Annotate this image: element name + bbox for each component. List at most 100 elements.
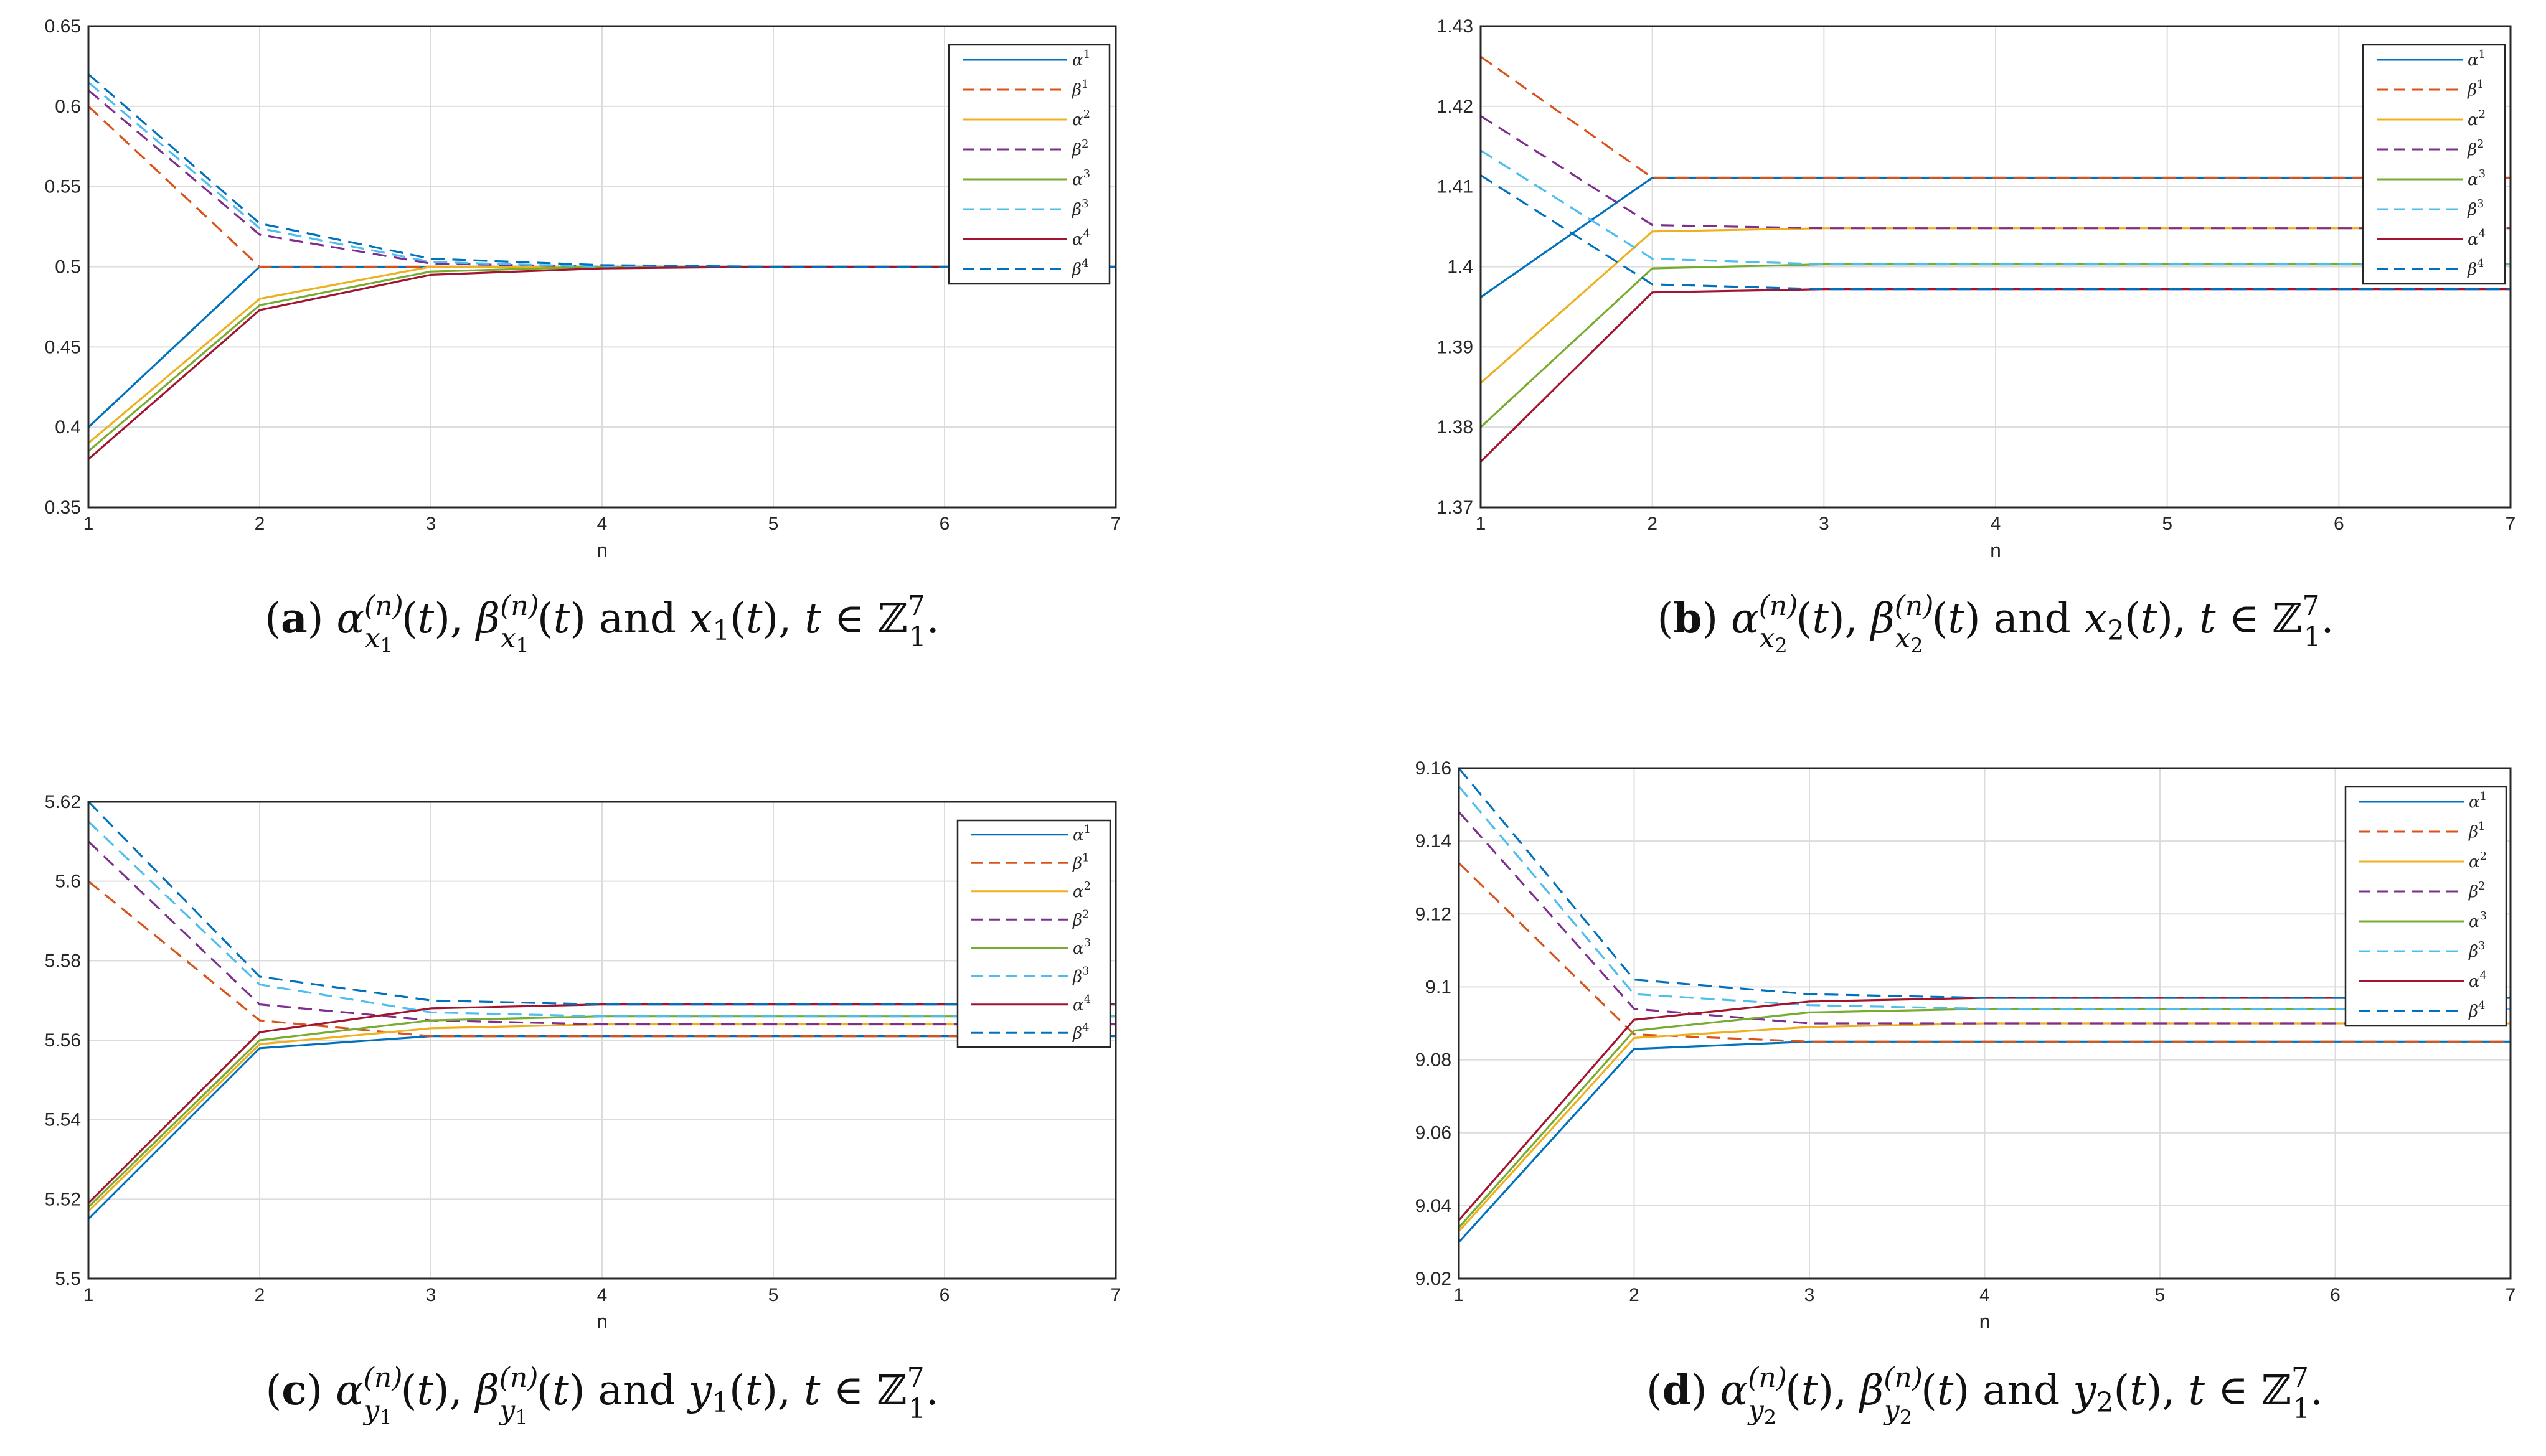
x-axis-label: n xyxy=(1990,539,2001,561)
panel-caption: (b) α(n) x2(t), β(n) x2(t) and x2(t), t ∈ … xyxy=(1657,590,2334,657)
legend-box xyxy=(956,819,1111,1048)
x-tick-label: 2 xyxy=(255,514,265,534)
y-tick-label: 5.6 xyxy=(55,871,81,892)
y-tick-label: 0.55 xyxy=(45,177,81,197)
y-tick-label: 5.62 xyxy=(45,792,81,812)
legend-label: α4 xyxy=(2468,227,2486,249)
legend-label: α2 xyxy=(1072,108,1090,129)
x-tick-label: 7 xyxy=(2506,1285,2516,1305)
chart-panel-c: 1 2 3 4 5 6 7 5.5 5.52 5.54 5.56 5.58 5.6 5.62 n α1 β1 α2… xyxy=(45,792,1121,1429)
legend-label: β3 xyxy=(2467,197,2484,219)
chart-panel-b: 1 2 3 4 5 6 71.371.381.391.41.411.421.43nα1β1α… xyxy=(1437,16,2516,657)
x-tick-label: 6 xyxy=(2330,1285,2341,1305)
legend: α1 β1 α2 β2 α3 β3 α4 β4 xyxy=(956,819,1111,1048)
y-tick-label: 5.58 xyxy=(45,951,81,971)
x-tick-label: 3 xyxy=(1804,1285,1815,1305)
legend-label: β3 xyxy=(1072,964,1089,986)
y-tick-label: 9.02 xyxy=(1415,1269,1451,1289)
legend-label: β1 xyxy=(2468,820,2485,842)
x-tick-label: 4 xyxy=(1979,1285,1990,1305)
y-tick-label: 0.4 xyxy=(55,417,81,438)
x-tick-label: 3 xyxy=(426,1285,436,1305)
series-line-β3 xyxy=(87,820,1116,1018)
y-tick-label: 5.52 xyxy=(45,1189,81,1209)
x-tick-label: 2 xyxy=(1647,514,1657,534)
legend-label: α1 xyxy=(2469,790,2487,812)
x-tick-label: 5 xyxy=(2162,514,2172,534)
x-tick-label: 4 xyxy=(597,514,608,534)
x-tick-label: 1 xyxy=(1454,1285,1464,1305)
legend-label: α3 xyxy=(1072,167,1090,189)
y-tick-label: 0.35 xyxy=(45,497,81,518)
series-line-α4 xyxy=(87,1003,1116,1204)
legend-label: β4 xyxy=(2467,257,2484,279)
chart-panel-a: 1 2 3 4 5 6 7 0.35 0.4 0.45 0.5 0.55 0.6 0.65 n α1 β1 α2 β… xyxy=(45,16,1121,657)
y-tick-label: 0.45 xyxy=(45,337,81,357)
y-tick-label: 5.5 xyxy=(55,1269,81,1289)
legend-label: α4 xyxy=(1073,993,1091,1015)
series-line-β4 xyxy=(87,73,1116,268)
series-line-β4 xyxy=(1480,174,2511,291)
axes-frame xyxy=(87,25,1117,509)
y-tick-label: 1.37 xyxy=(1437,497,1473,518)
legend-label: α1 xyxy=(2468,48,2486,70)
legend-label: α4 xyxy=(1072,227,1090,249)
panel-caption: (c) α(n) y1(t), β(n) y1(t) and y1(t), t ∈ … xyxy=(265,1362,938,1429)
legend-label: β3 xyxy=(2468,939,2485,961)
legend-label: α3 xyxy=(2469,909,2487,931)
x-axis-label: n xyxy=(1979,1310,1991,1333)
y-tick-label: 5.54 xyxy=(45,1110,81,1130)
panel-caption: (d) α(n) y2(t), β(n) y2(t) and y2(t), t ∈ … xyxy=(1646,1362,2323,1429)
legend-label: β4 xyxy=(2468,999,2485,1021)
series-line-β4 xyxy=(1458,767,2511,999)
x-tick-label: 6 xyxy=(940,514,950,534)
series-line-β2 xyxy=(1458,811,2511,1025)
legend-label: α2 xyxy=(2469,850,2487,871)
series-line-β2 xyxy=(1480,115,2511,230)
legend-label: α1 xyxy=(1073,823,1091,845)
legend: α1 β1 α2 β2 α3 β3 α4 β4 xyxy=(948,44,1111,285)
legend-label: β1 xyxy=(2467,78,2484,100)
x-tick-label: 7 xyxy=(1111,514,1121,534)
y-tick-label: 1.43 xyxy=(1437,16,1473,37)
legend-label: α1 xyxy=(1072,48,1090,70)
legend-label: β1 xyxy=(1072,78,1088,100)
x-tick-label: 7 xyxy=(1111,1285,1121,1305)
legend-label: β2 xyxy=(1072,138,1088,159)
legend-label: β2 xyxy=(1072,908,1089,929)
y-tick-label: 9.14 xyxy=(1415,831,1451,852)
x-tick-label: 6 xyxy=(940,1285,950,1305)
y-tick-label: 0.5 xyxy=(55,257,81,278)
legend-box xyxy=(2344,786,2507,1027)
x-axis-label: n xyxy=(596,539,608,561)
y-tick-label: 1.41 xyxy=(1437,177,1473,197)
x-tick-label: 4 xyxy=(597,1285,608,1305)
x-axis-label: n xyxy=(596,1310,608,1333)
y-tick-label: 9.12 xyxy=(1415,904,1451,924)
y-tick-label: 9.08 xyxy=(1415,1050,1451,1071)
x-tick-label: 5 xyxy=(768,514,779,534)
series-line-β2 xyxy=(87,840,1116,1026)
x-tick-label: 2 xyxy=(1629,1285,1639,1305)
y-tick-label: 1.42 xyxy=(1437,96,1473,117)
legend-label: β4 xyxy=(1072,1021,1089,1043)
legend-label: α2 xyxy=(2468,108,2486,129)
legend-label: β4 xyxy=(1072,257,1088,279)
legend-label: α4 xyxy=(2469,969,2487,991)
series-line-β3 xyxy=(1480,149,2511,266)
y-tick-label: 5.56 xyxy=(45,1030,81,1051)
legend: α1 β1 α2 β2 α3 β3 α4 β4 xyxy=(2344,786,2507,1027)
x-tick-label: 1 xyxy=(83,1285,94,1305)
legend-label: α3 xyxy=(2468,167,2486,189)
legend-box xyxy=(2362,44,2506,285)
y-tick-label: 1.4 xyxy=(1447,257,1473,278)
x-tick-label: 2 xyxy=(255,1285,265,1305)
series-line-β4 xyxy=(87,801,1116,1006)
legend-label: α2 xyxy=(1073,880,1091,901)
axes-frame xyxy=(1479,25,2512,509)
x-tick-label: 7 xyxy=(2506,514,2516,534)
legend-label: β1 xyxy=(1072,851,1089,873)
legend-box xyxy=(948,44,1111,285)
legend-label: β3 xyxy=(1072,197,1088,219)
